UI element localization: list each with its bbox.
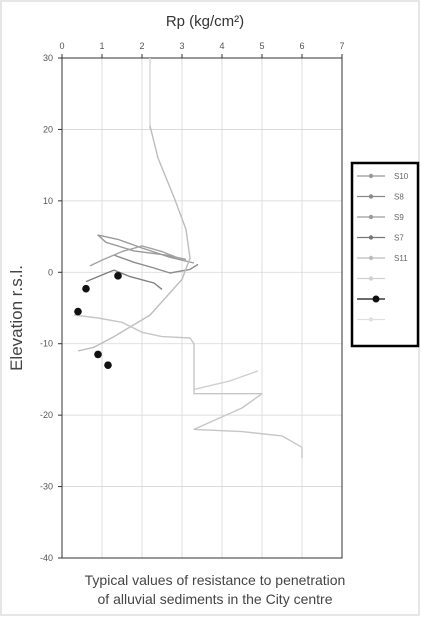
point-group: [74, 272, 122, 369]
series-line-6: [73, 314, 303, 458]
data-point: [114, 272, 122, 280]
x-tick-label: 7: [339, 41, 344, 51]
legend-marker: [368, 317, 374, 322]
data-point: [74, 307, 82, 316]
x-tick-label: 5: [259, 41, 264, 51]
legend-box: [350, 161, 420, 348]
y-tick-label: -10: [40, 339, 53, 349]
legend-marker: [368, 235, 374, 240]
legend-label: S10: [394, 172, 409, 181]
y-tick-label: -40: [40, 553, 53, 563]
x-tick-label: 1: [99, 41, 104, 51]
caption-line-2: of alluvial sediments in the City centre: [97, 591, 333, 607]
y-tick-label: 0: [48, 267, 53, 277]
x-tick-label: 4: [219, 41, 224, 51]
series-line-5: [77, 125, 191, 352]
series-line-4: [85, 269, 163, 290]
legend-marker: [368, 194, 374, 199]
y-tick-label: 10: [43, 196, 53, 206]
series-line-1: [97, 234, 195, 264]
legend-marker: [368, 276, 374, 281]
x-tick-label: 2: [139, 41, 144, 51]
legend-label: S9: [394, 213, 404, 222]
y-tick-label: -20: [40, 410, 53, 420]
legend-marker: [368, 214, 374, 220]
data-point: [94, 350, 102, 359]
x-axis-label: Rp (kg/cm²): [166, 13, 244, 30]
y-tick-label: 20: [43, 124, 53, 134]
ticks: 0 1 2 3 4 5 6 7 30 20 10 0 -10 -20 -30 -40: [40, 41, 345, 563]
y-axis-label: Elevation r.s.l.: [7, 265, 26, 371]
x-tick-label: 0: [59, 41, 64, 51]
series-group: [73, 58, 303, 458]
series-line-3: [89, 245, 183, 267]
legend-label: S11: [394, 254, 408, 263]
legend-label: S7: [394, 234, 404, 243]
legend-marker: [368, 173, 374, 179]
legend: S10 S8 S9 S7 S11: [357, 172, 409, 322]
x-tick-label: 6: [299, 41, 304, 51]
legend-label: S8: [394, 193, 404, 202]
grid: [62, 58, 342, 558]
y-tick-label: -30: [40, 482, 53, 492]
series-line-2: [113, 254, 199, 274]
data-point: [104, 361, 112, 369]
y-tick-label: 30: [43, 53, 53, 63]
legend-marker: [368, 255, 374, 261]
caption-line-1: Typical values of resistance to penetrat…: [84, 572, 346, 588]
plot-frame: [61, 57, 343, 559]
x-tick-label: 3: [179, 41, 184, 51]
series-line-7: [193, 370, 259, 391]
data-point: [82, 284, 90, 293]
legend-marker: [372, 295, 380, 303]
